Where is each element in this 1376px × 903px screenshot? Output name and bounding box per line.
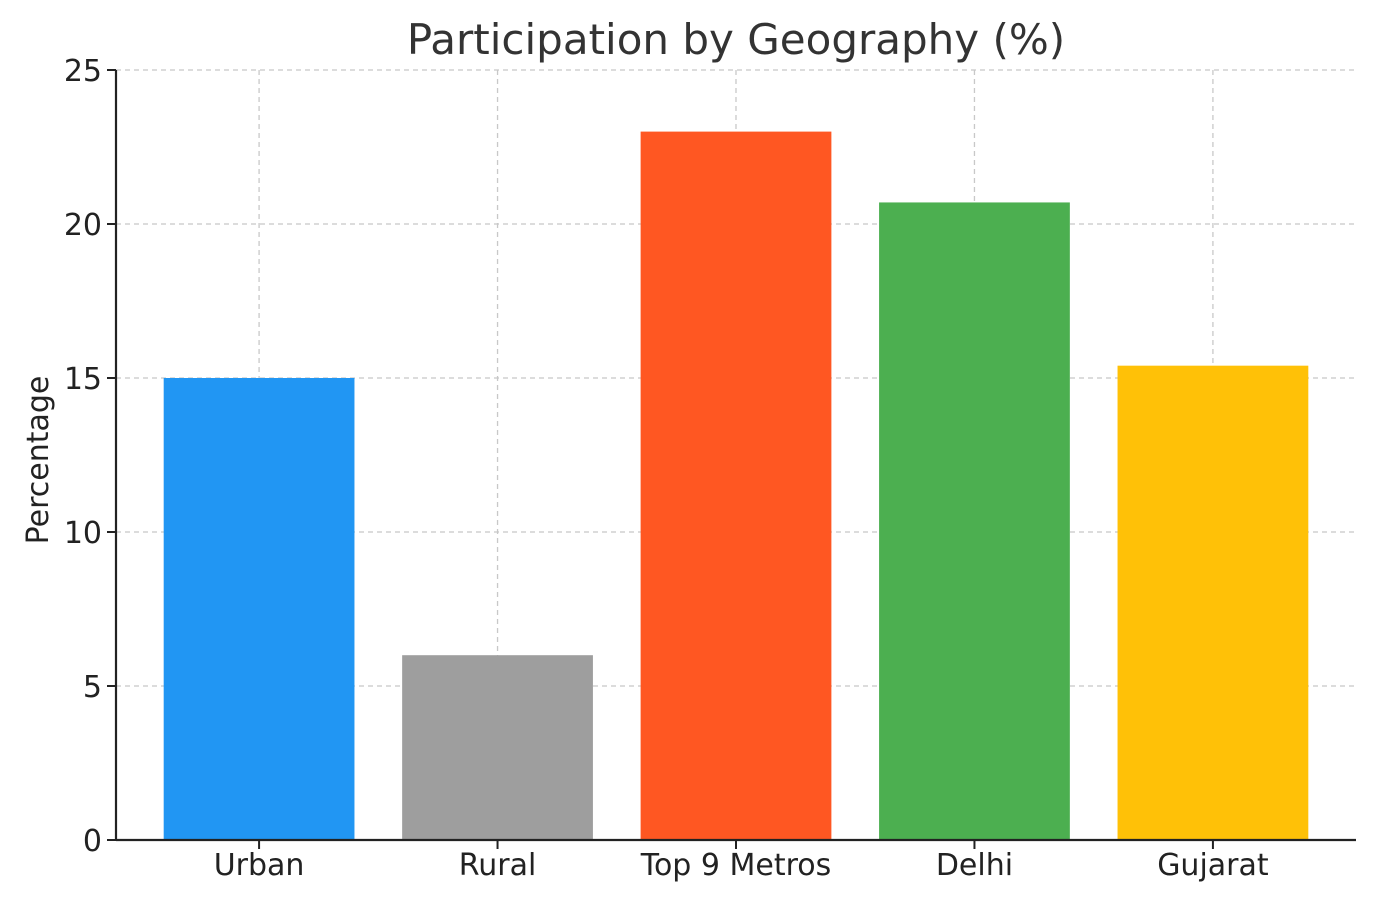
y-tick-label: 25 <box>64 54 102 89</box>
x-tick-label: Urban <box>214 848 305 883</box>
bar-gujarat <box>1117 365 1309 840</box>
axes <box>107 69 1356 849</box>
bar-delhi <box>879 202 1070 840</box>
bars <box>163 131 1309 841</box>
x-tick-label: Rural <box>459 848 537 883</box>
bar-top-9-metros <box>640 131 832 841</box>
y-tick-label: 15 <box>64 362 102 397</box>
bar-rural <box>402 655 593 840</box>
y-tick-label: 20 <box>64 208 102 243</box>
x-tick-label: Gujarat <box>1157 848 1269 883</box>
x-tick-label: Top 9 Metros <box>640 848 832 883</box>
y-tick-label: 5 <box>83 670 102 705</box>
y-axis-label: Percentage <box>21 376 56 545</box>
y-tick-label: 10 <box>64 516 102 551</box>
tick-labels: 0 5 10 15 20 25 Urban Rural Top 9 Metros Delhi Guj… <box>64 54 1269 883</box>
bar-urban <box>163 378 355 840</box>
chart-title: Participation by Geography (%) <box>407 15 1065 64</box>
x-tick-label: Delhi <box>936 848 1013 883</box>
y-tick-label: 0 <box>83 824 102 859</box>
